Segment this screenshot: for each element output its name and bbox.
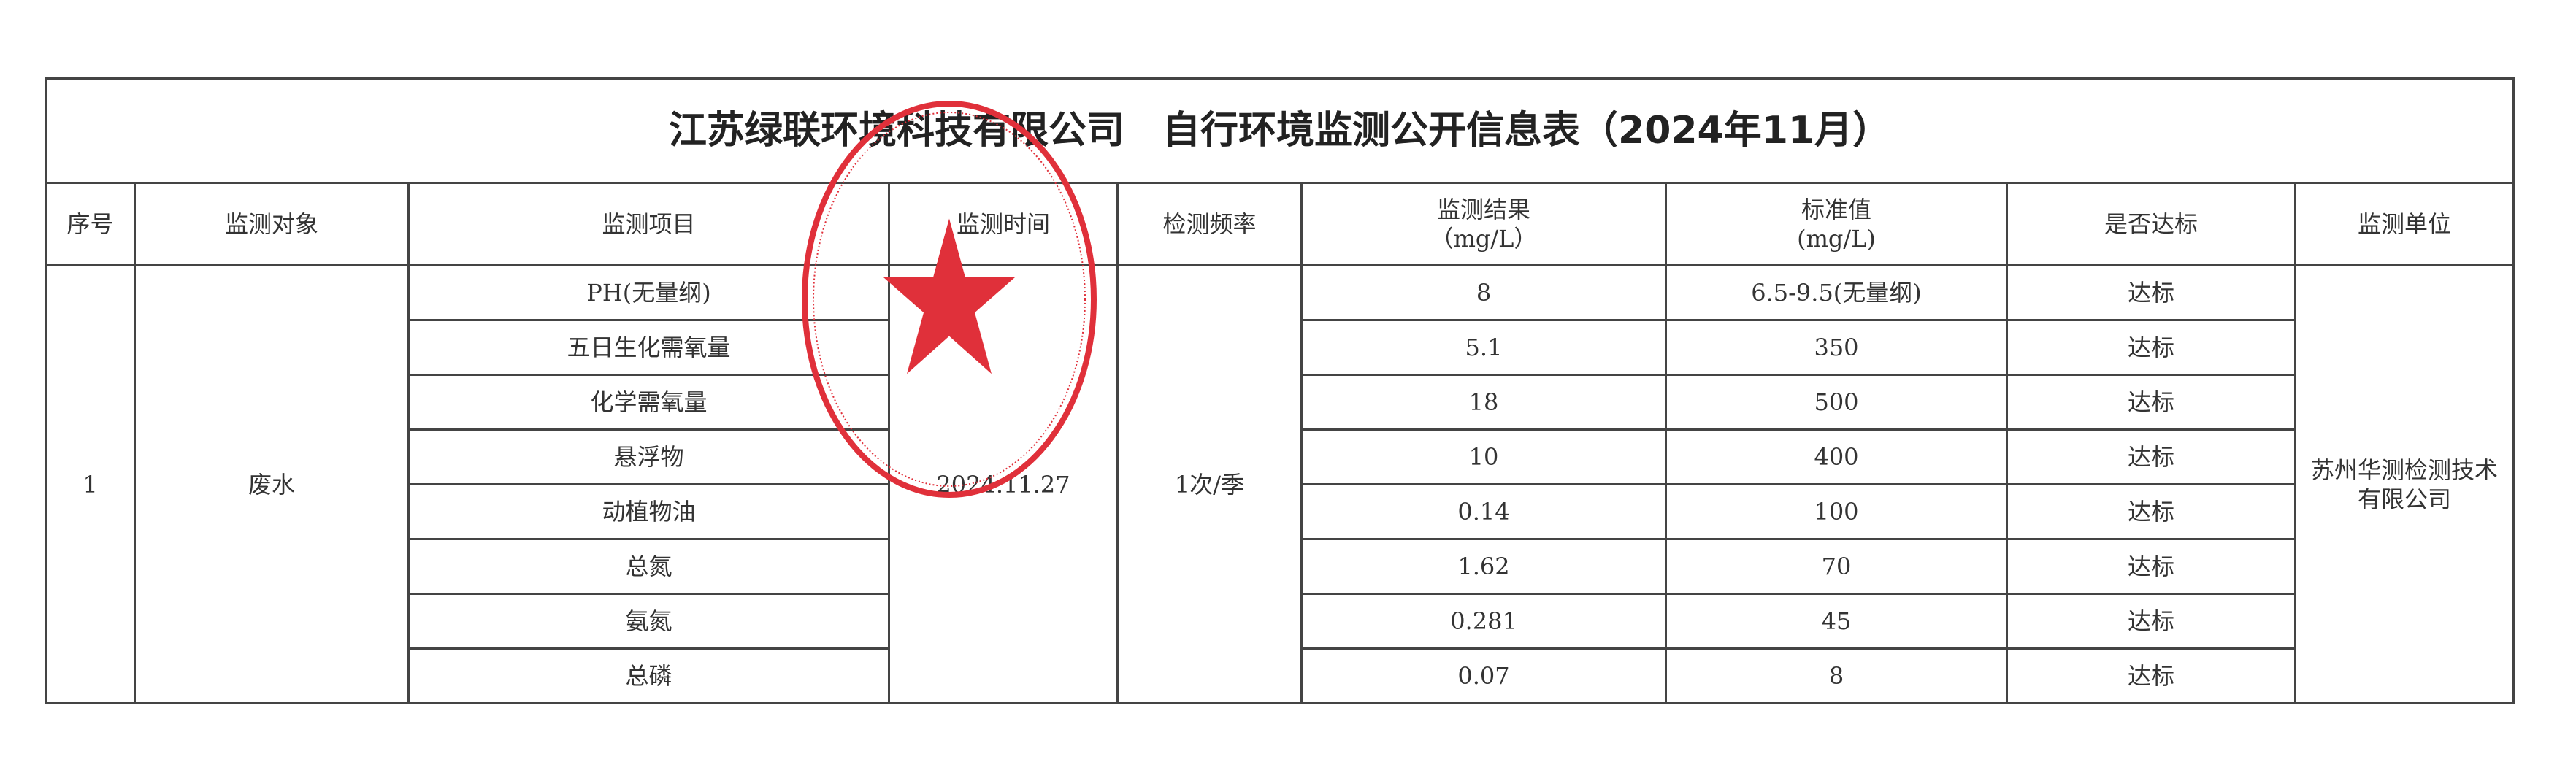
table-row: 悬浮物 10 400 达标 <box>46 428 2514 485</box>
item-cell: 五日生化需氧量 <box>407 319 890 376</box>
header-result-label: 监测结果 <box>1436 196 1530 223</box>
compliant-cell: 达标 <box>2006 264 2296 321</box>
header-result: 监测结果 （mg/L） <box>1300 182 1667 266</box>
seq-cell: 1 <box>45 264 136 704</box>
item-cell: PH(无量纲) <box>407 264 890 321</box>
result-cell: 5.1 <box>1300 319 1667 376</box>
header-time: 监测时间 <box>888 182 1119 266</box>
table-row: 总磷 0.07 8 达标 <box>46 647 2514 704</box>
result-cell: 1.62 <box>1300 538 1667 595</box>
item-cell: 总氮 <box>407 538 890 595</box>
agency-cell: 苏州华测检测技术有限公司 <box>2293 264 2515 704</box>
monitoring-table: 江苏绿联环境科技有限公司 自行环境监测公开信息表（2024年11月） 序号 监测… <box>44 77 2515 704</box>
compliant-cell: 达标 <box>2006 647 2296 704</box>
table-row: 1 废水 PH(无量纲) 2024.11.27 1次/季 8 6.5-9.5(无量纲) 达标苏… <box>45 264 2515 704</box>
item-cell: 悬浮物 <box>407 428 890 485</box>
object-cell: 废水 <box>134 264 410 704</box>
result-cell: 8 <box>1300 264 1667 321</box>
header-result-unit: （mg/L） <box>1430 225 1538 253</box>
standard-cell: 6.5-9.5(无量纲) <box>1665 264 2008 321</box>
compliant-cell: 达标 <box>2006 538 2296 595</box>
result-cell: 0.07 <box>1300 647 1667 704</box>
item-cell: 动植物油 <box>407 483 890 540</box>
header-seq: 序号 <box>45 182 136 266</box>
standard-cell: 70 <box>1665 538 2008 595</box>
header-freq: 检测频率 <box>1116 182 1303 266</box>
header-standard-unit: (mg/L) <box>1797 225 1876 253</box>
header-item: 监测项目 <box>407 182 890 266</box>
standard-cell: 45 <box>1665 593 2008 650</box>
compliant-cell: 达标 <box>2006 428 2296 485</box>
result-cell: 0.281 <box>1300 593 1667 650</box>
compliant-cell: 达标 <box>2006 374 2296 431</box>
table-title: 江苏绿联环境科技有限公司 自行环境监测公开信息表（2024年11月） <box>44 77 2515 184</box>
item-cell: 氨氮 <box>407 593 890 650</box>
compliant-cell: 达标 <box>2006 483 2296 540</box>
result-cell: 18 <box>1300 374 1667 431</box>
standard-cell: 500 <box>1665 374 2008 431</box>
header-object: 监测对象 <box>134 182 410 266</box>
freq-cell: 1次/季 <box>1116 264 1303 704</box>
table-row: 总氮 1.62 70 达标 <box>46 538 2514 595</box>
header-standard: 标准值 (mg/L) <box>1665 182 2008 266</box>
header-row: 序号 监测对象 监测项目 监测时间 检测频率 监测结果 （mg/L） 标准值 (mg… <box>45 182 2515 266</box>
header-compliant: 是否达标 <box>2006 182 2296 266</box>
time-cell: 2024.11.27 <box>888 264 1119 704</box>
header-agency: 监测单位 <box>2293 182 2515 266</box>
table-row: 五日生化需氧量 5.1 350 达标 <box>46 319 2514 376</box>
result-cell: 10 <box>1300 428 1667 485</box>
compliant-cell: 达标 <box>2006 593 2296 650</box>
item-cell: 化学需氧量 <box>407 374 890 431</box>
result-cell: 0.14 <box>1300 483 1667 540</box>
table-row: 动植物油 0.14 100 达标 <box>46 483 2514 540</box>
standard-cell: 400 <box>1665 428 2008 485</box>
standard-cell: 8 <box>1665 647 2008 704</box>
compliant-cell: 达标 <box>2006 319 2296 376</box>
header-standard-label: 标准值 <box>1801 196 1871 223</box>
table-row: 氨氮 0.281 45 达标 <box>46 593 2514 650</box>
standard-cell: 100 <box>1665 483 2008 540</box>
standard-cell: 350 <box>1665 319 2008 376</box>
item-cell: 总磷 <box>407 647 890 704</box>
